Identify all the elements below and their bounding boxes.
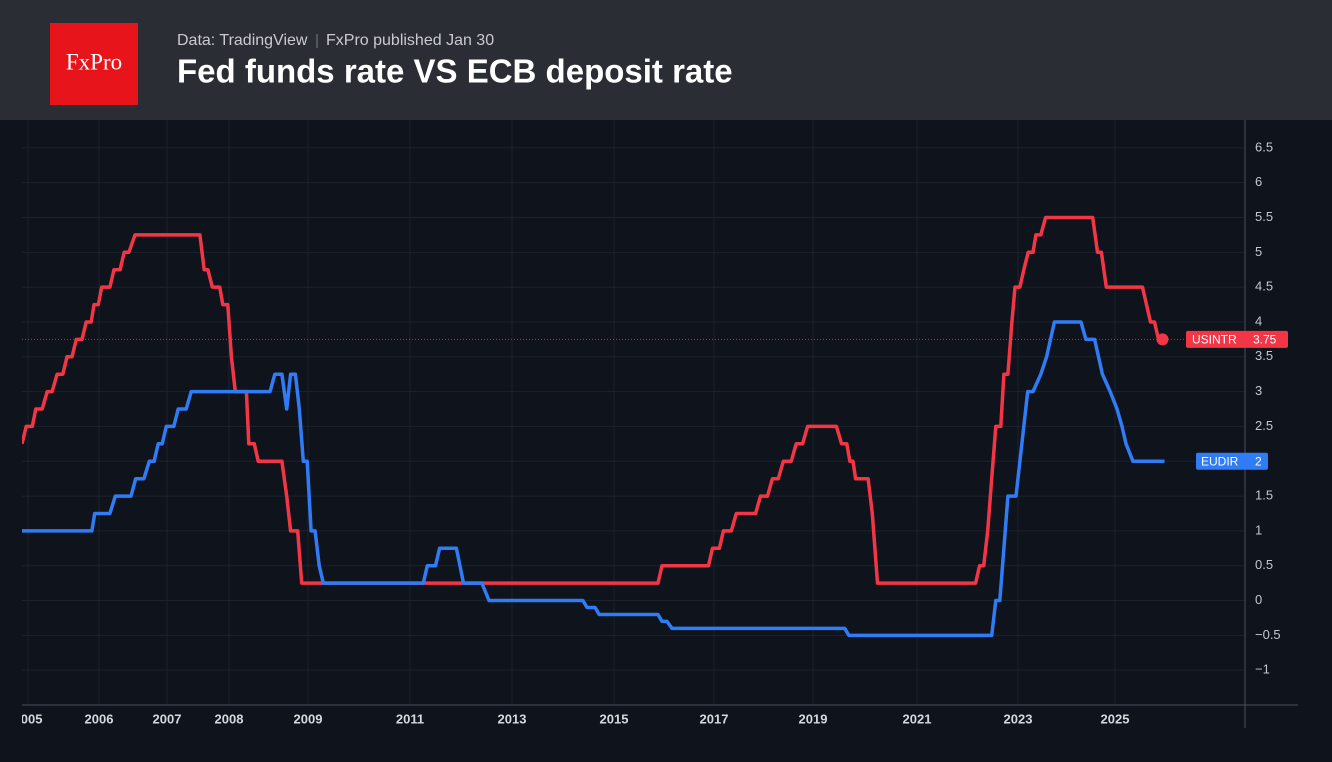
last-value-label: 2 (1255, 454, 1262, 468)
y-tick-label: −0.5 (1255, 627, 1281, 642)
y-tick-label: 4.5 (1255, 279, 1273, 294)
x-tick-label: 2019 (799, 711, 828, 726)
x-tick-label: 2006 (85, 711, 114, 726)
logo: FxPro (66, 49, 122, 74)
header-background (0, 0, 1332, 120)
legend-tag (1196, 452, 1268, 470)
y-tick-label: 0.5 (1255, 557, 1273, 572)
x-axis: 2005 2006 2007 2008 2009 2011 2013 2015 2017 2019… (14, 711, 1130, 726)
legend-tag (1186, 330, 1288, 348)
plot (22, 215, 1245, 638)
x-tick-label: 2007 (153, 711, 182, 726)
x-tick-label: 2013 (498, 711, 527, 726)
last-value-label: 3.75 (1253, 333, 1277, 347)
x-tick-label: 2011 (396, 711, 424, 726)
last-value-tags: USINTR 3.75 EUDIR 2 (1186, 330, 1288, 470)
x-tick-label: 2021 (903, 711, 932, 726)
legend-name: EUDIR (1201, 454, 1239, 468)
source: Data: TradingView (177, 32, 308, 49)
y-tick-label: −1 (1255, 662, 1270, 677)
publisher: FxPro published Jan 30 (326, 32, 494, 49)
x-tick-label: 2017 (700, 711, 729, 726)
y-tick-label: 5 (1255, 244, 1262, 259)
y-tick-label: 6.5 (1255, 139, 1273, 154)
x-tick-label: 2009 (294, 711, 323, 726)
legend-name: USINTR (1192, 333, 1237, 347)
y-tick-label: 0 (1255, 592, 1262, 607)
x-tick-label: 2005 (14, 711, 43, 726)
grid (22, 120, 1245, 705)
y-tick-label: 1.5 (1255, 488, 1273, 503)
x-tick-label: 2023 (1004, 711, 1033, 726)
chart-title: Fed funds rate VS ECB deposit rate (177, 53, 733, 90)
series-line (22, 215, 1163, 585)
y-tick-label: 4 (1255, 313, 1262, 328)
last-value-dot (1156, 333, 1169, 346)
logo-box (50, 23, 138, 105)
series-line (22, 320, 1165, 638)
x-tick-label: 2015 (600, 711, 629, 726)
y-tick-label: 5.5 (1255, 209, 1273, 224)
x-tick-label: 2008 (215, 711, 244, 726)
y-tick-label: 3.5 (1255, 348, 1273, 363)
y-tick-label: 1 (1255, 522, 1262, 537)
y-tick-label: 6 (1255, 174, 1262, 189)
y-tick-label: 3 (1255, 383, 1262, 398)
x-tick-label: 2025 (1101, 711, 1130, 726)
y-tick-label: 2.5 (1255, 418, 1273, 433)
